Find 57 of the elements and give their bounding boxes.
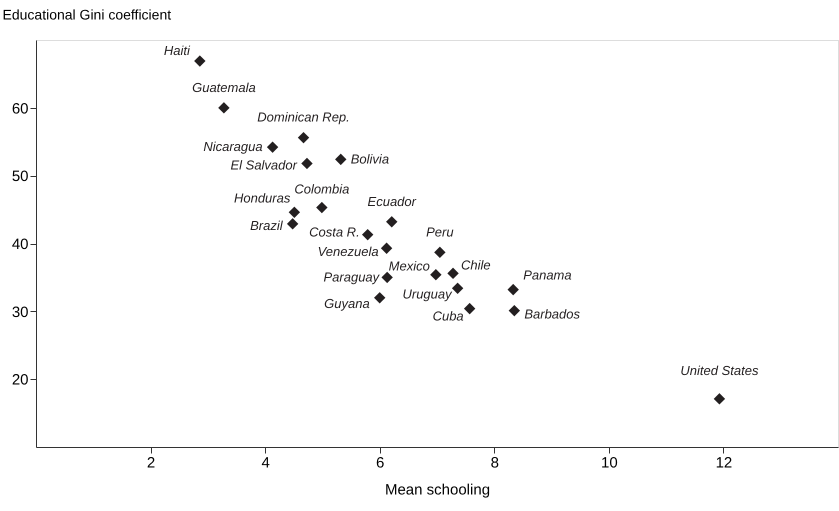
point — [374, 292, 386, 304]
x-axis-title: Mean schooling — [384, 482, 490, 498]
y-tick-label: 40 — [12, 236, 28, 253]
y-tick-label: 30 — [12, 304, 28, 321]
point — [335, 154, 346, 166]
annotation: Bolivia — [350, 151, 390, 166]
point — [447, 268, 459, 280]
point — [452, 282, 464, 294]
annotation: Colombia — [294, 182, 350, 197]
point — [194, 55, 206, 67]
x-tick-label: 2 — [146, 454, 156, 472]
x-tick-label: 10 — [601, 454, 618, 472]
x-tick-label: 12 — [716, 454, 732, 472]
x-tick-label: 8 — [490, 454, 499, 472]
point — [298, 132, 310, 144]
point — [301, 158, 313, 170]
annotation: Venezuela — [318, 244, 379, 260]
annotation: Paraguay — [324, 269, 381, 284]
point — [288, 206, 300, 218]
x-tick-label: 6 — [376, 454, 384, 472]
annotation: Brazil — [250, 218, 284, 233]
annotation: Mexico — [388, 258, 430, 274]
point — [266, 141, 278, 153]
point — [386, 216, 398, 228]
annotation: Chile — [461, 257, 491, 272]
y-tick-label: 50 — [12, 168, 28, 186]
annotation: Panama — [523, 268, 572, 283]
point — [381, 272, 393, 284]
point — [714, 393, 726, 405]
point — [430, 269, 442, 280]
point — [380, 242, 392, 254]
y-axis-title: Educational Gini coefficient — [2, 6, 172, 22]
point — [508, 304, 520, 316]
annotation: Guyana — [324, 296, 370, 311]
annotation: Honduras — [234, 190, 291, 206]
annotation: El Salvador — [230, 157, 298, 172]
y-tick-label: 60 — [12, 100, 28, 118]
annotation: Costa R. — [309, 224, 360, 240]
annotation: Ecuador — [368, 194, 417, 209]
annotation: Haiti — [164, 43, 191, 58]
point — [507, 284, 519, 296]
annotation: Guatemala — [192, 80, 256, 95]
point — [362, 228, 374, 240]
x-tick-label: 4 — [261, 454, 270, 472]
point — [218, 102, 230, 114]
annotation: Nicaragua — [203, 139, 263, 154]
point — [316, 202, 328, 214]
annotation: Uruguay — [402, 286, 454, 302]
annotation: United States — [680, 362, 759, 378]
point — [464, 302, 476, 314]
point — [286, 218, 298, 230]
annotation: Peru — [426, 224, 454, 240]
annotation: Barbados — [524, 306, 580, 322]
annotation: Dominican Rep. — [257, 110, 350, 125]
annotation: Cuba — [432, 308, 464, 324]
y-tick-label: 20 — [12, 372, 28, 389]
point — [434, 246, 446, 258]
